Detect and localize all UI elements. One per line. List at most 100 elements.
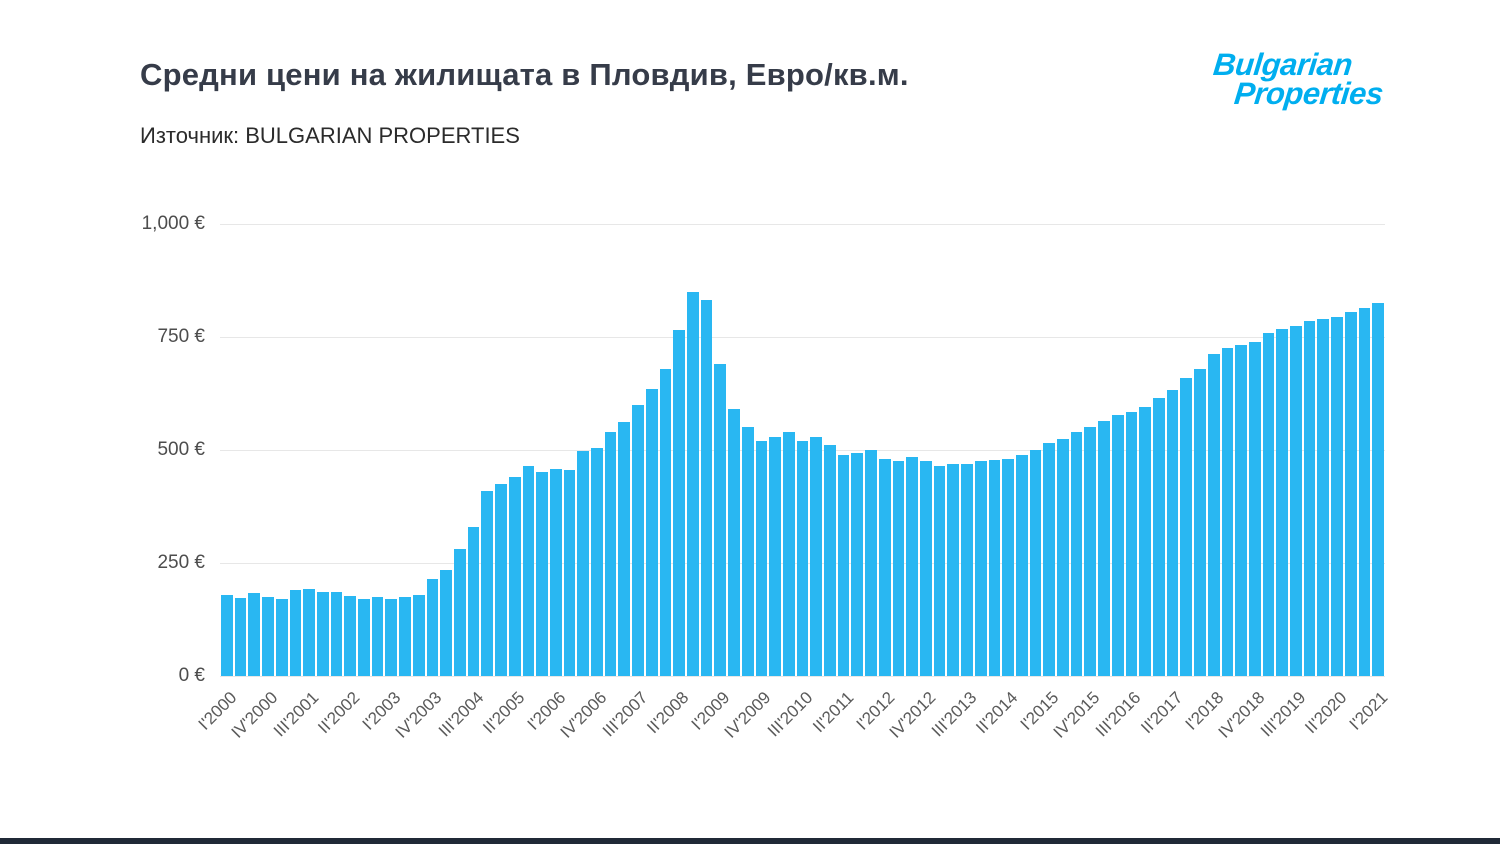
y-axis-tick-label: 1,000 € <box>141 213 205 234</box>
bar-I'2001 <box>275 599 288 676</box>
bar-I'2007 <box>604 431 617 676</box>
bar-I'2014 <box>988 459 1001 676</box>
bar-IV'2008 <box>700 299 713 676</box>
bar-II'2017 <box>1166 390 1179 676</box>
bar-II'2000 <box>234 597 247 676</box>
bar-IV'2016 <box>1139 407 1151 676</box>
bar-III'2008 <box>687 291 699 676</box>
bar-IV'2015 <box>1084 427 1097 676</box>
bar-III'2012 <box>906 457 918 676</box>
footer-bar <box>0 838 1500 844</box>
bar-II'2016 <box>1111 414 1124 676</box>
bar-IV'2020 <box>1358 307 1371 676</box>
bar-I'2017 <box>1153 398 1165 676</box>
bar-III'2017 <box>1180 377 1193 676</box>
y-axis-tick-label: 750 € <box>157 326 205 347</box>
bar-III'2006 <box>577 450 590 676</box>
bar-I'2018 <box>1207 353 1220 676</box>
bar-III'2004 <box>467 526 480 676</box>
bar-II'2002 <box>344 595 357 676</box>
bar-I'2002 <box>330 592 343 676</box>
y-axis-tick-label: 500 € <box>157 439 205 460</box>
plot-area <box>220 224 1385 677</box>
bar-I'2006 <box>549 468 562 676</box>
bar-I'2004 <box>440 569 452 676</box>
bar-I'2008 <box>659 368 672 676</box>
bar-III'2013 <box>961 463 973 676</box>
bar-IV'2019 <box>1303 321 1316 676</box>
bar-IV'2018 <box>1248 341 1261 676</box>
bar-I'2011 <box>824 445 836 676</box>
bar-I'2010 <box>769 437 781 676</box>
bar-IV'2000 <box>262 596 274 676</box>
bar-III'2000 <box>248 592 261 676</box>
brand-logo: Bulgarian Properties <box>1209 47 1387 111</box>
bar-III'2010 <box>796 440 809 676</box>
bar-I'2015 <box>1043 443 1056 676</box>
gridline <box>220 676 1385 677</box>
bar-III'2001 <box>303 588 315 676</box>
gridline <box>220 337 1385 338</box>
bar-IV'2003 <box>426 578 439 676</box>
bar-IV'2002 <box>371 597 384 676</box>
bar-IV'2017 <box>1194 368 1206 676</box>
bar-III'2015 <box>1070 431 1083 676</box>
bar-IV'2012 <box>920 461 932 676</box>
bar-IV'2006 <box>591 447 603 676</box>
bar-III'2003 <box>412 594 425 676</box>
bar-IV'2004 <box>481 490 494 676</box>
bar-II'2020 <box>1331 316 1343 676</box>
bar-II'2001 <box>289 590 302 676</box>
bar-I'2021 <box>1372 303 1384 676</box>
bar-III'2020 <box>1344 312 1357 676</box>
bar-I'2019 <box>1262 333 1275 676</box>
bar-II'2011 <box>837 454 850 676</box>
bar-II'2012 <box>892 461 905 676</box>
bar-II'2018 <box>1221 348 1234 676</box>
bar-IV'2001 <box>316 591 329 676</box>
bar-II'2015 <box>1057 438 1069 676</box>
bar-II'2003 <box>399 597 411 676</box>
bar-II'2006 <box>563 470 576 676</box>
bar-II'2004 <box>454 549 466 676</box>
bar-I'2020 <box>1317 318 1330 676</box>
bar-I'2016 <box>1098 420 1110 676</box>
bar-IV'2010 <box>810 437 823 676</box>
chart-title: Средни цени на жилищата в Пловдив, Евро/… <box>140 57 909 92</box>
bar-I'2012 <box>878 459 891 676</box>
bar-III'2018 <box>1235 344 1247 676</box>
y-axis-tick-label: 0 € <box>178 665 205 686</box>
brand-logo-line1: Bulgarian <box>1211 47 1354 82</box>
bar-II'2005 <box>508 477 521 676</box>
bar-I'2003 <box>385 599 398 676</box>
bar-IV'2013 <box>974 461 987 676</box>
bar-III'2011 <box>851 452 864 676</box>
brand-logo-line2: Properties <box>1232 76 1385 111</box>
bar-IV'2007 <box>645 388 658 676</box>
bar-III'2005 <box>522 465 535 676</box>
bar-II'2013 <box>947 463 960 676</box>
bar-II'2014 <box>1002 459 1014 676</box>
bar-IV'2009 <box>755 440 768 676</box>
bar-III'2009 <box>741 427 754 676</box>
bar-I'2000 <box>221 594 233 676</box>
bar-IV'2005 <box>536 471 548 676</box>
bar-III'2014 <box>1015 454 1028 676</box>
bar-II'2009 <box>728 409 740 676</box>
bar-II'2007 <box>618 421 631 676</box>
bar-I'2009 <box>714 364 727 676</box>
bar-I'2013 <box>933 465 946 676</box>
y-axis-tick-label: 250 € <box>157 552 205 573</box>
bar-III'2002 <box>358 599 370 676</box>
bar-II'2010 <box>782 431 795 676</box>
bar-I'2005 <box>495 483 507 676</box>
gridline <box>220 224 1385 225</box>
bar-IV'2014 <box>1029 450 1042 676</box>
bar-II'2019 <box>1276 328 1289 676</box>
bar-II'2008 <box>673 330 685 676</box>
bar-III'2016 <box>1125 411 1138 676</box>
bar-III'2007 <box>632 404 644 676</box>
source-label: Източник: BULGARIAN PROPERTIES <box>140 123 520 148</box>
bar-III'2019 <box>1290 325 1302 676</box>
